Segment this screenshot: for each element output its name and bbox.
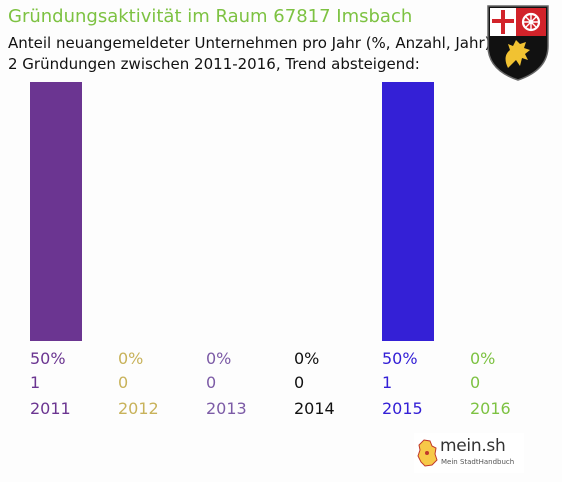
- count-label-2013: 0: [206, 373, 216, 392]
- bar-2015: [382, 82, 434, 341]
- logo-tagline: Mein StadtHandbuch: [441, 458, 515, 466]
- year-label-2016: 2016: [470, 399, 511, 418]
- percent-label-2011: 50%: [30, 349, 66, 368]
- rhineland-palatinate-coat-of-arms-icon: [487, 5, 549, 81]
- count-label-2014: 0: [294, 373, 304, 392]
- year-label-2013: 2013: [206, 399, 247, 418]
- percent-label-2014: 0%: [294, 349, 319, 368]
- count-label-2015: 1: [382, 373, 392, 392]
- year-label-2014: 2014: [294, 399, 335, 418]
- count-label-2011: 1: [30, 373, 40, 392]
- count-label-2016: 0: [470, 373, 480, 392]
- chart-subtitle: Anteil neuangemeldeter Unternehmen pro J…: [8, 33, 491, 75]
- chart-title: Gründungsaktivität im Raum 67817 Imsbach: [8, 6, 413, 27]
- year-label-2015: 2015: [382, 399, 423, 418]
- subtitle-line-2: 2 Gründungen zwischen 2011-2016, Trend a…: [8, 55, 420, 73]
- subtitle-line-1: Anteil neuangemeldeter Unternehmen pro J…: [8, 34, 491, 52]
- logo-name: mein.sh: [440, 436, 506, 456]
- germany-map-icon: [417, 439, 438, 467]
- percent-label-2016: 0%: [470, 349, 495, 368]
- year-label-2012: 2012: [118, 399, 159, 418]
- bar-2011: [30, 82, 82, 341]
- count-label-2012: 0: [118, 373, 128, 392]
- percent-label-2015: 50%: [382, 349, 418, 368]
- year-label-2011: 2011: [30, 399, 71, 418]
- percent-label-2013: 0%: [206, 349, 231, 368]
- mein-sh-logo: mein.sh Mein StadtHandbuch: [414, 433, 524, 473]
- percent-label-2012: 0%: [118, 349, 143, 368]
